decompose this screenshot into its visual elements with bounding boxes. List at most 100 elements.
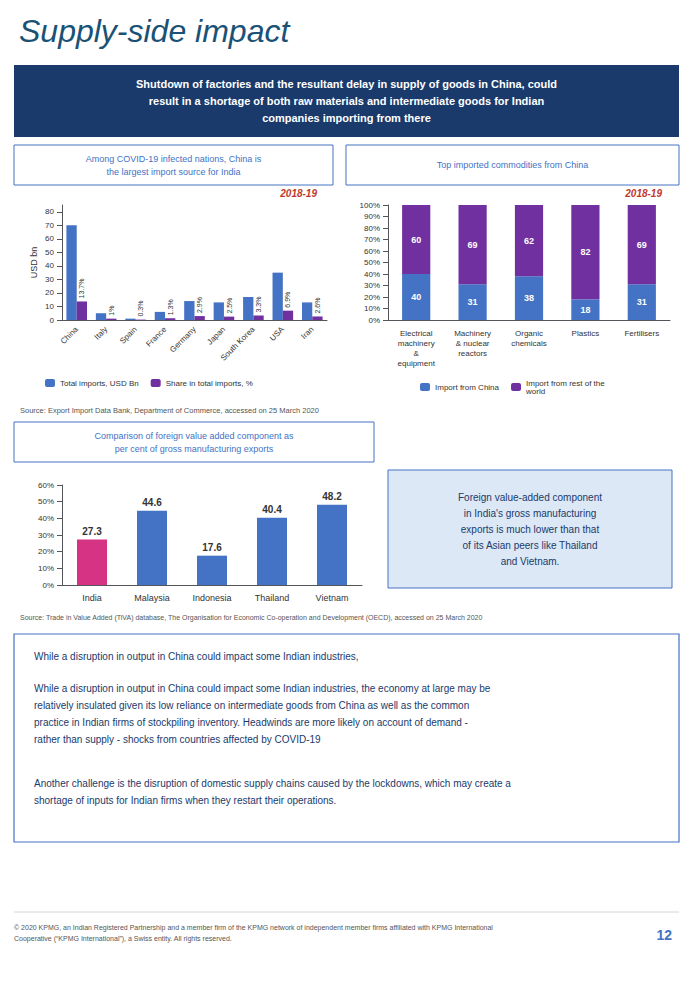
svg-text:rather than supply - shocks fr: rather than supply - shocks from countri… [34, 734, 321, 745]
svg-text:80: 80 [45, 207, 54, 216]
svg-text:Source: Trade in Value Added (: Source: Trade in Value Added (TiVA) data… [20, 614, 482, 622]
svg-text:While a disruption in output i: While a disruption in output in China co… [34, 651, 361, 662]
svg-text:2018-19: 2018-19 [624, 188, 662, 199]
svg-text:the largest import source for: the largest import source for India [106, 167, 240, 177]
svg-text:31: 31 [637, 297, 647, 307]
svg-text:44.6: 44.6 [142, 497, 162, 508]
svg-text:48.2: 48.2 [322, 491, 342, 502]
svg-text:60: 60 [45, 234, 54, 243]
svg-text:Import from China: Import from China [435, 383, 500, 392]
svg-text:0: 0 [50, 316, 55, 325]
svg-text:10%: 10% [364, 304, 380, 313]
svg-text:result in a shortage of both r: result in a shortage of both raw materia… [149, 95, 545, 107]
svg-text:13.7%: 13.7% [78, 279, 85, 299]
svg-text:80%: 80% [364, 224, 380, 233]
svg-text:100%: 100% [360, 201, 380, 210]
svg-text:reactors: reactors [458, 349, 487, 358]
svg-text:China: China [59, 324, 81, 346]
svg-text:Spain: Spain [118, 325, 139, 346]
svg-text:50%: 50% [364, 258, 380, 267]
svg-text:Foreign value-added component: Foreign value-added component [458, 492, 602, 503]
svg-text:France: France [144, 324, 168, 348]
svg-text:Machinery: Machinery [454, 329, 491, 338]
svg-text:3.3%: 3.3% [255, 297, 262, 313]
svg-text:1.3%: 1.3% [167, 299, 174, 315]
svg-text:10%: 10% [38, 564, 54, 573]
svg-text:in India's gross manufacturing: in India's gross manufacturing [464, 508, 597, 519]
svg-text:20%: 20% [38, 547, 54, 556]
svg-text:12: 12 [656, 927, 672, 943]
svg-text:Germany: Germany [168, 325, 198, 355]
svg-text:Total imports, USD Bn: Total imports, USD Bn [60, 379, 139, 388]
svg-text:per cent of gross manufacturin: per cent of gross manufacturing exports [115, 444, 274, 454]
svg-text:Source: Export Import Data Ban: Source: Export Import Data Bank, Departm… [20, 406, 319, 415]
svg-text:Iran: Iran [299, 325, 315, 341]
svg-text:40%: 40% [364, 270, 380, 279]
svg-text:USD bn: USD bn [29, 247, 39, 279]
svg-text:30%: 30% [38, 531, 54, 540]
svg-text:chemicals: chemicals [511, 339, 547, 348]
svg-text:Another challenge is the disru: Another challenge is the disruption of d… [34, 778, 511, 789]
svg-text:Supply-side impact: Supply-side impact [19, 13, 290, 49]
svg-text:1%: 1% [108, 306, 115, 316]
svg-text:© 2020 KPMG, an Indian Registe: © 2020 KPMG, an Indian Registered Partne… [14, 924, 493, 932]
svg-text:and Vietnam.: and Vietnam. [501, 556, 560, 567]
svg-text:Vietnam: Vietnam [316, 593, 349, 603]
svg-text:Shutdown of factories and the: Shutdown of factories and the resultant … [136, 78, 557, 90]
svg-text:6.9%: 6.9% [284, 292, 291, 308]
svg-text:While a disruption in output i: While a disruption in output in China co… [34, 683, 491, 694]
svg-text:practice in Indian firms of st: practice in Indian firms of stockpiling … [34, 717, 468, 728]
svg-text:60%: 60% [38, 481, 54, 490]
svg-text:Japan: Japan [205, 325, 227, 347]
svg-text:10: 10 [45, 302, 54, 311]
svg-text:70%: 70% [364, 235, 380, 244]
svg-text:18: 18 [580, 305, 590, 315]
svg-text:38: 38 [524, 293, 534, 303]
svg-text:Fertilisers: Fertilisers [624, 329, 659, 338]
svg-text:2.5%: 2.5% [226, 298, 233, 314]
svg-text:Cooperative (“KPMG Internation: Cooperative (“KPMG International”), a Sw… [14, 935, 232, 943]
svg-text:world: world [525, 387, 545, 396]
svg-text:2.9%: 2.9% [196, 297, 203, 313]
svg-text:40: 40 [45, 261, 54, 270]
svg-text:Share in total imports, %: Share in total imports, % [166, 379, 253, 388]
svg-text:31: 31 [468, 297, 478, 307]
svg-text:South Korea: South Korea [219, 324, 257, 362]
svg-text:shortage of inputs for Indian: shortage of inputs for Indian firms when… [34, 795, 336, 806]
svg-text:exports is much lower than tha: exports is much lower than that [461, 524, 600, 535]
svg-text:0%: 0% [42, 581, 54, 590]
svg-text:Thailand: Thailand [255, 593, 290, 603]
svg-text:70: 70 [45, 221, 54, 230]
svg-text:60%: 60% [364, 247, 380, 256]
svg-text:equipment: equipment [398, 359, 436, 368]
svg-text:Top imported commodities from: Top imported commodities from China [437, 160, 589, 170]
svg-text:40%: 40% [38, 514, 54, 523]
svg-text:27.3: 27.3 [82, 526, 102, 537]
svg-text:2.6%: 2.6% [314, 298, 321, 314]
svg-text:Organic: Organic [515, 329, 543, 338]
svg-text:0.3%: 0.3% [137, 301, 144, 317]
svg-text:Electrical: Electrical [400, 329, 433, 338]
svg-text:Indonesia: Indonesia [192, 593, 231, 603]
svg-text:30: 30 [45, 275, 54, 284]
svg-text:69: 69 [468, 240, 478, 250]
svg-text:relatively insulated given its: relatively insulated given its low relia… [34, 700, 469, 711]
svg-text:Italy: Italy [93, 325, 110, 342]
svg-text:machinery: machinery [398, 339, 435, 348]
svg-text:companies importing from there: companies importing from there [262, 112, 431, 124]
svg-text:USA: USA [268, 324, 286, 342]
svg-text:India: India [82, 593, 102, 603]
svg-text:20: 20 [45, 288, 54, 297]
svg-text:2018-19: 2018-19 [279, 188, 317, 199]
svg-text:Malaysia: Malaysia [134, 593, 170, 603]
svg-text:30%: 30% [364, 281, 380, 290]
svg-text:& nuclear: & nuclear [456, 339, 490, 348]
svg-text:of its Asian peers like Thaila: of its Asian peers like Thailand [463, 540, 598, 551]
svg-text:90%: 90% [364, 212, 380, 221]
svg-text:17.6: 17.6 [202, 542, 222, 553]
svg-text:40.4: 40.4 [262, 504, 282, 515]
svg-text:50%: 50% [38, 497, 54, 506]
svg-text:0%: 0% [368, 316, 380, 325]
svg-text:60: 60 [411, 235, 421, 245]
svg-text:69: 69 [637, 240, 647, 250]
